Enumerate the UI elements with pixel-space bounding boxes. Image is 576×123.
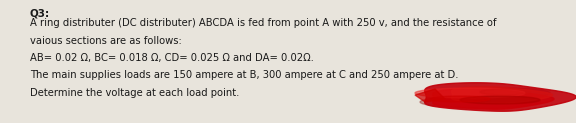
Polygon shape (430, 96, 490, 102)
Polygon shape (420, 96, 540, 108)
Text: The main supplies loads are 150 ampere at B, 300 ampere at C and 250 ampere at D: The main supplies loads are 150 ampere a… (30, 70, 458, 80)
Polygon shape (425, 83, 576, 111)
Polygon shape (452, 87, 552, 103)
Text: A ring distributer (DC distributer) ABCDA is fed from point A with 250 v, and th: A ring distributer (DC distributer) ABCD… (30, 18, 497, 28)
Polygon shape (470, 88, 550, 98)
Text: vaious sections are as follows:: vaious sections are as follows: (30, 36, 182, 46)
Polygon shape (415, 88, 525, 98)
Polygon shape (415, 89, 445, 102)
Text: Q3:: Q3: (30, 8, 50, 18)
Polygon shape (480, 89, 530, 95)
Polygon shape (460, 96, 540, 104)
Polygon shape (433, 89, 554, 109)
Text: Determine the voltage at each load point.: Determine the voltage at each load point… (30, 88, 240, 98)
Text: AB= 0.02 Ω, BC= 0.018 Ω, CD= 0.025 Ω and DA= 0.02Ω.: AB= 0.02 Ω, BC= 0.018 Ω, CD= 0.025 Ω and… (30, 53, 314, 63)
